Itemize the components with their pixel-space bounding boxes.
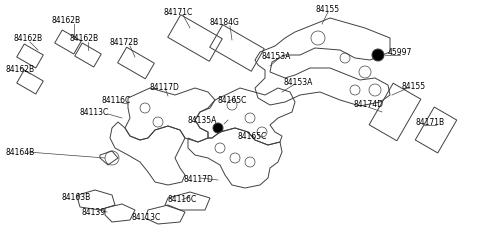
Text: 84117D: 84117D [150, 83, 180, 92]
Circle shape [372, 49, 384, 61]
Text: 84135A: 84135A [188, 116, 217, 125]
Text: 84155: 84155 [315, 5, 339, 14]
Text: 84113C: 84113C [132, 213, 161, 222]
Text: 84117D: 84117D [183, 175, 213, 184]
Text: 84164B: 84164B [5, 148, 34, 157]
Circle shape [213, 123, 223, 133]
Text: 84184G: 84184G [210, 18, 240, 27]
Text: 84155: 84155 [402, 82, 426, 91]
Text: 45997: 45997 [388, 48, 412, 57]
Text: 84163B: 84163B [62, 193, 91, 202]
Text: 84153A: 84153A [262, 52, 291, 61]
Text: 84171B: 84171B [415, 118, 444, 127]
Text: 84116C: 84116C [168, 195, 197, 204]
Text: 84172B: 84172B [110, 38, 139, 47]
Text: 84162B: 84162B [70, 34, 99, 43]
Text: 84139: 84139 [82, 208, 106, 217]
Text: 84174D: 84174D [354, 100, 384, 109]
Text: 84162B: 84162B [14, 34, 43, 43]
Text: 84116C: 84116C [102, 96, 131, 105]
Text: 84162B: 84162B [5, 65, 34, 74]
Text: 84165C: 84165C [218, 96, 247, 105]
Text: 84171C: 84171C [163, 8, 192, 17]
Text: 84165C: 84165C [237, 132, 266, 141]
Text: 84153A: 84153A [284, 78, 313, 87]
Text: 84113C: 84113C [80, 108, 109, 117]
Text: 84162B: 84162B [52, 16, 81, 25]
